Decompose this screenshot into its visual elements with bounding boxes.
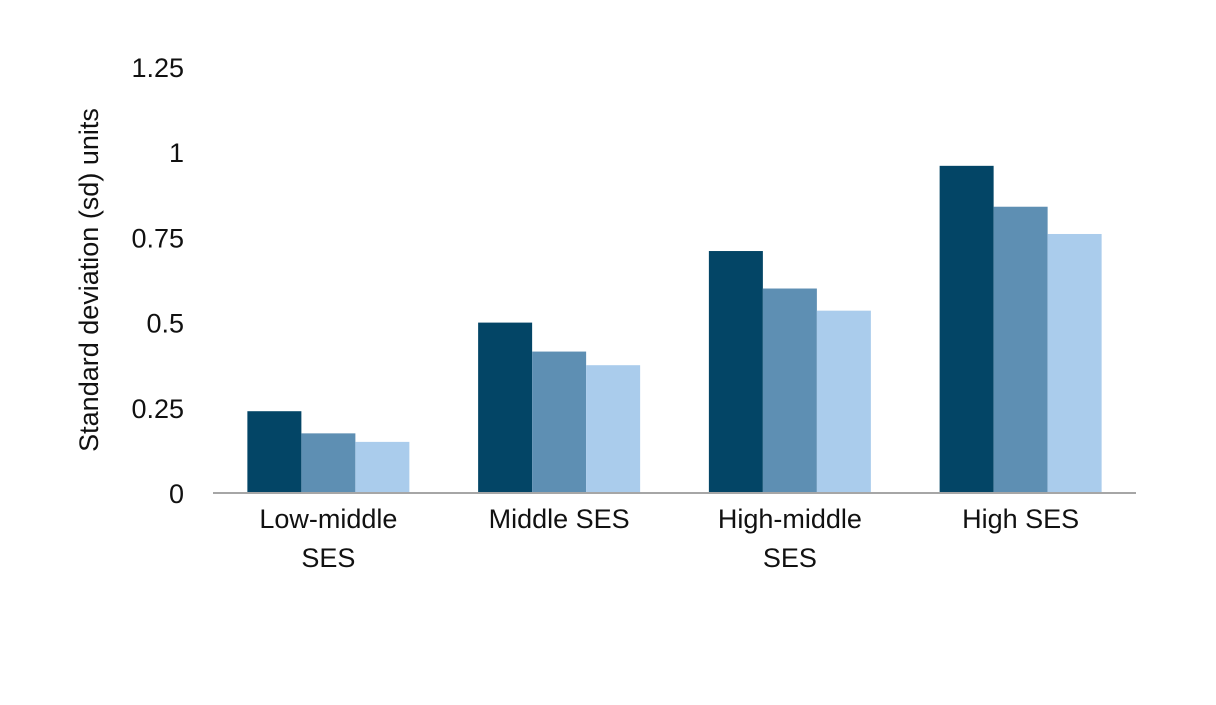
bar [816, 310, 871, 493]
bar [301, 433, 356, 493]
bar [762, 288, 817, 493]
bar [478, 322, 533, 493]
bar [993, 206, 1048, 493]
y-tick-label: 0.25 [131, 394, 184, 424]
x-category-label-line: Middle SES [489, 504, 630, 534]
y-tick-label: 0.5 [146, 309, 184, 339]
bar [1047, 233, 1102, 493]
x-category-label-line: SES [763, 543, 817, 573]
bar-series [247, 165, 1102, 493]
x-category-label-line: High SES [962, 504, 1079, 534]
bar [586, 365, 641, 493]
bar [247, 411, 302, 493]
x-category-label-line: SES [301, 543, 355, 573]
y-tick-label: 1.25 [131, 53, 184, 83]
x-category-label: Middle SES [489, 504, 630, 534]
y-tick-label: 0 [169, 479, 184, 509]
y-axis-title: Standard deviation (sd) units [74, 108, 104, 452]
bar [355, 441, 410, 493]
bar [532, 351, 587, 493]
y-axis-ticks: 0 0.25 0.5 0.75 1 1.25 [131, 53, 184, 509]
x-category-label-line: Low-middle [259, 504, 397, 534]
bar [708, 251, 763, 493]
x-category-label: Low-middle SES [259, 504, 397, 573]
x-category-label: High-middle SES [718, 504, 862, 573]
x-category-label: High SES [962, 504, 1079, 534]
bar [939, 165, 994, 493]
y-tick-label: 0.75 [131, 223, 184, 253]
x-category-label-line: High-middle [718, 504, 862, 534]
y-tick-label: 1 [169, 138, 184, 168]
